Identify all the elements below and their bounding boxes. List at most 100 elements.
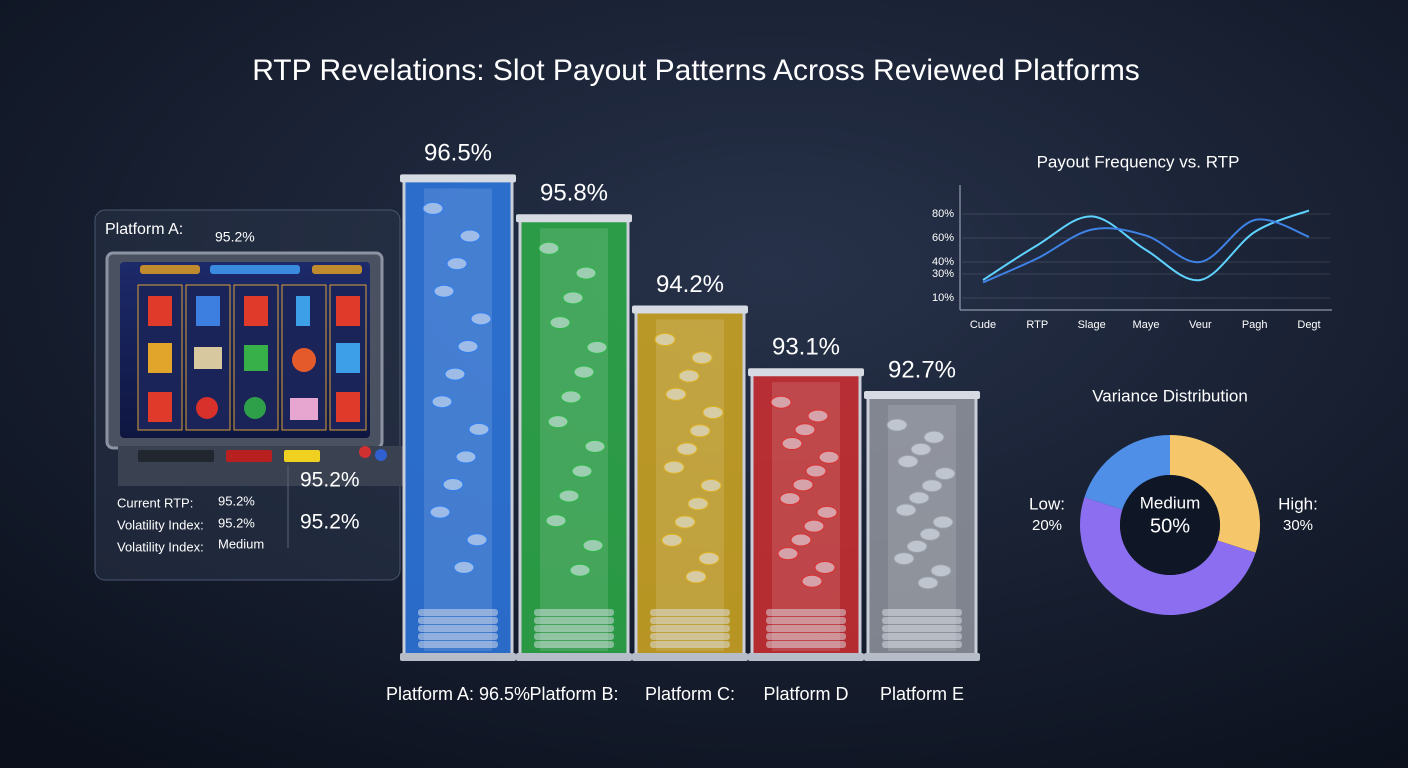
coin [895, 503, 917, 517]
coin [549, 316, 571, 330]
stat-value: 95.2% [218, 515, 255, 530]
coin [687, 497, 709, 511]
coin [575, 266, 597, 280]
screen-banner [312, 265, 362, 274]
value-label: 95.8% [540, 180, 608, 207]
coin [442, 478, 464, 492]
coin [444, 367, 466, 381]
coin [466, 533, 488, 547]
symbol [336, 392, 360, 422]
coin [459, 229, 481, 243]
button [226, 450, 272, 462]
bar-base [632, 653, 748, 661]
coin [457, 339, 479, 353]
coin [547, 415, 569, 429]
coin [558, 489, 580, 503]
y-tick-label: 80% [932, 208, 954, 220]
coin [702, 406, 724, 419]
coin-stack [766, 625, 846, 632]
screen-banner [210, 265, 300, 274]
donut-slice [1170, 435, 1260, 553]
symbol [194, 347, 222, 369]
button [284, 450, 320, 462]
symbol [244, 345, 268, 371]
symbol [148, 296, 172, 326]
coin [685, 570, 707, 584]
bar-cap [632, 305, 748, 314]
coin [446, 257, 468, 271]
coin [453, 560, 475, 574]
stat-label: Volatility Index: [117, 517, 204, 532]
coin [676, 442, 698, 456]
coin [803, 519, 825, 533]
reels [137, 284, 367, 431]
chart-title: Payout Frequency vs. RTP [1037, 152, 1240, 171]
chart-title: Variance Distribution [1092, 386, 1248, 405]
donut-slice [1080, 497, 1256, 615]
coin [689, 424, 711, 438]
coin [571, 464, 593, 478]
coin [807, 409, 829, 423]
coin [777, 547, 799, 561]
category-label: Platform C: [645, 684, 735, 704]
symbol [244, 397, 266, 419]
value-label: 96.5% [424, 140, 492, 167]
bar-base [400, 653, 516, 661]
stat-label: Current RTP: [117, 495, 193, 510]
x-tick-label: Slage [1078, 319, 1106, 331]
slice-value: 30% [1283, 517, 1313, 534]
coin [431, 395, 453, 409]
coin [919, 527, 941, 541]
bar-cap [400, 174, 516, 183]
category-label: Platform B: [529, 684, 618, 704]
big-value: 95.2% [300, 511, 360, 534]
coin [893, 552, 915, 566]
bar-base [748, 653, 864, 661]
coin [429, 505, 451, 519]
symbol [292, 348, 316, 372]
bar-cap [516, 214, 632, 223]
coin [560, 390, 582, 404]
slice-label: Medium [1140, 493, 1200, 512]
coin-stack [534, 625, 614, 632]
coin [661, 533, 683, 547]
x-tick-label: Veur [1189, 319, 1212, 331]
slice-value: 20% [1032, 517, 1062, 534]
coin [691, 351, 713, 365]
coin-stack [534, 617, 614, 624]
coin [678, 369, 700, 383]
coin [932, 515, 954, 529]
symbol [196, 296, 220, 326]
coin [538, 241, 560, 255]
symbol [336, 343, 360, 373]
coin [818, 450, 840, 464]
coin [582, 538, 604, 552]
coin-stack [534, 609, 614, 616]
coin [663, 460, 685, 474]
x-tick-label: Pagh [1242, 319, 1268, 331]
line-series [982, 209, 1310, 282]
coin-stack [650, 609, 730, 616]
coin-stack [650, 641, 730, 648]
bar [634, 308, 746, 657]
y-tick-label: 10% [932, 292, 954, 304]
button [359, 446, 371, 458]
coin [934, 467, 956, 481]
button [138, 450, 214, 462]
platform-rtp: 95.2% [215, 229, 255, 245]
coin [886, 418, 908, 432]
coin [897, 454, 919, 468]
slice-label: High: [1278, 494, 1318, 513]
bar-base [864, 653, 980, 661]
coin-stack [882, 609, 962, 616]
page-title: RTP Revelations: Slot Payout Patterns Ac… [252, 54, 1140, 87]
coin-stack [766, 609, 846, 616]
coin-stack [418, 609, 498, 616]
coin-stack [766, 617, 846, 624]
symbol [244, 296, 268, 326]
screen-banner [140, 265, 200, 274]
coin-stack [418, 633, 498, 640]
coin [470, 312, 492, 326]
x-tick-label: Cude [970, 319, 996, 331]
coin [700, 479, 722, 492]
